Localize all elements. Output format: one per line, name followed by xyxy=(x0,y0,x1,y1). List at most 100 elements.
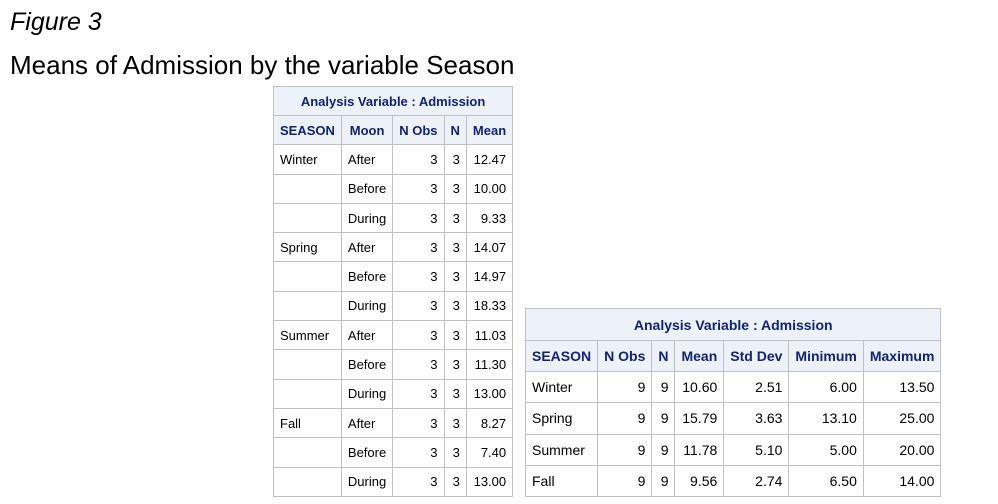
table-row: Before 3 3 14.97 xyxy=(273,261,514,292)
column-header-maximum: Maximum xyxy=(862,340,942,372)
table-cell: 2.74 xyxy=(723,464,790,498)
table-cell: 3 xyxy=(392,378,445,409)
table-cell: 9 xyxy=(597,370,653,404)
table-cell: Fall xyxy=(524,464,599,498)
column-header-season: SEASON xyxy=(524,340,599,372)
table-cell: 3 xyxy=(443,173,467,204)
table-caption: Analysis Variable : Admission xyxy=(272,86,514,116)
table-cell: 8.27 xyxy=(465,407,514,439)
table-cell: Before xyxy=(340,349,394,380)
table-cell: 9 xyxy=(651,464,676,498)
table-cell: 14.97 xyxy=(465,261,514,292)
table-cell: 20.00 xyxy=(862,433,942,466)
table-cell: 11.78 xyxy=(674,433,725,466)
table-cell xyxy=(273,290,342,322)
table-cell: 9 xyxy=(651,402,676,435)
table-cell: 6.00 xyxy=(788,370,864,404)
table-cell xyxy=(273,378,342,409)
column-header-n: N xyxy=(443,114,467,146)
table-cell: 3 xyxy=(443,320,467,351)
table-cell: 3 xyxy=(392,144,445,175)
table-cell: 3 xyxy=(443,466,467,497)
table-cell: 2.51 xyxy=(723,370,790,404)
table-cell: 3 xyxy=(443,261,467,292)
figure-title: Means of Admission by the variable Seaso… xyxy=(10,50,515,80)
table-cell: After xyxy=(340,144,394,175)
table-cell: 7.40 xyxy=(465,437,514,468)
table-row: Summer After 3 3 11.03 xyxy=(273,320,514,351)
table-cell: 9.56 xyxy=(674,464,725,498)
table-cell: 9 xyxy=(597,464,653,498)
table-cell: 5.00 xyxy=(788,433,864,466)
table-cell: 3 xyxy=(392,320,445,351)
table-row: Fall After 3 3 8.27 xyxy=(273,407,514,439)
table-cell: 3 xyxy=(392,437,445,468)
table-header-row: SEASON Moon N Obs N Mean xyxy=(273,114,514,146)
table-row: Before 3 3 10.00 xyxy=(273,173,514,204)
table-cell: 3 xyxy=(443,290,467,322)
table-row: Winter After 3 3 12.47 xyxy=(273,144,514,175)
table-cell: 3 xyxy=(392,261,445,292)
table-cell xyxy=(273,202,342,234)
table-row: Spring 9 9 15.79 3.63 13.10 25.00 xyxy=(524,402,942,435)
table-cell: Fall xyxy=(273,407,342,439)
table-row: During 3 3 18.33 xyxy=(273,290,514,322)
table-cell: 3 xyxy=(443,437,467,468)
column-header-mean: Mean xyxy=(465,114,514,146)
table-cell: 3 xyxy=(392,232,445,263)
table-cell: 3 xyxy=(392,349,445,380)
table-row: Spring After 3 3 14.07 xyxy=(273,232,514,263)
table-cell: 9 xyxy=(597,433,653,466)
table-cell: Spring xyxy=(524,402,599,435)
table-header-row: SEASON N Obs N Mean Std Dev Minimum Maxi… xyxy=(524,340,942,372)
table-cell: Before xyxy=(340,173,394,204)
column-header-season: SEASON xyxy=(273,114,342,146)
table-cell: Before xyxy=(340,261,394,292)
table-cell: 3 xyxy=(443,349,467,380)
table-cell: 15.79 xyxy=(674,402,725,435)
column-header-n-obs: N Obs xyxy=(597,340,653,372)
table-row: Before 3 3 7.40 xyxy=(273,437,514,468)
table-cell: 3 xyxy=(392,202,445,234)
table-cell: 3 xyxy=(392,466,445,497)
table-cell: 9 xyxy=(651,433,676,466)
table-cell: During xyxy=(340,202,394,234)
table-cell: After xyxy=(340,232,394,263)
table-cell: During xyxy=(340,290,394,322)
table-cell: 14.07 xyxy=(465,232,514,263)
table-cell: During xyxy=(340,466,394,497)
table-cell: 11.03 xyxy=(465,320,514,351)
table-cell xyxy=(273,437,342,468)
table-cell: 3 xyxy=(392,290,445,322)
table-cell: 14.00 xyxy=(862,464,942,498)
figure-label: Figure 3 xyxy=(10,8,102,36)
means-by-season-moon-table: Analysis Variable : Admission SEASON Moo… xyxy=(272,86,514,497)
table-cell xyxy=(273,466,342,497)
column-header-n: N xyxy=(651,340,676,372)
table-cell: 10.00 xyxy=(465,173,514,204)
table-row: Fall 9 9 9.56 2.74 6.50 14.00 xyxy=(524,464,942,498)
table-row: During 3 3 13.00 xyxy=(273,466,514,497)
table-cell: 9.33 xyxy=(465,202,514,234)
means-by-season-summary-table: Analysis Variable : Admission SEASON N O… xyxy=(524,308,942,498)
table-cell: Winter xyxy=(273,144,342,175)
table-cell: 10.60 xyxy=(674,370,725,404)
table-cell: Winter xyxy=(524,370,599,404)
table-cell: Before xyxy=(340,437,394,468)
table-cell: 25.00 xyxy=(862,402,942,435)
table-cell: 3 xyxy=(443,144,467,175)
column-header-std-dev: Std Dev xyxy=(723,340,790,372)
table-row: Before 3 3 11.30 xyxy=(273,349,514,380)
table-cell xyxy=(273,173,342,204)
table-cell: 3 xyxy=(443,232,467,263)
table-row: During 3 3 9.33 xyxy=(273,202,514,234)
table-row: Summer 9 9 11.78 5.10 5.00 20.00 xyxy=(524,433,942,466)
table-cell: 3 xyxy=(392,173,445,204)
column-header-mean: Mean xyxy=(674,340,725,372)
table-cell xyxy=(273,261,342,292)
table-cell: 18.33 xyxy=(465,290,514,322)
table-cell: 3 xyxy=(392,407,445,439)
table-cell: Spring xyxy=(273,232,342,263)
table-cell: 3 xyxy=(443,378,467,409)
table-cell: 13.10 xyxy=(788,402,864,435)
